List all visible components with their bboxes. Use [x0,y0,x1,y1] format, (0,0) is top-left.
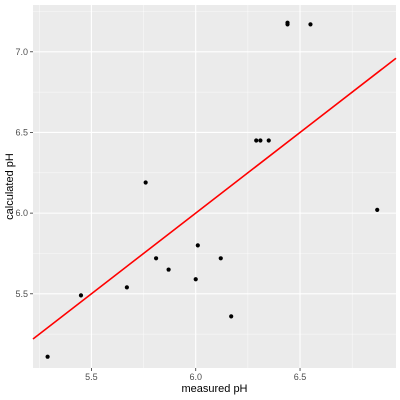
data-point [195,243,200,248]
y-tick-label: 6.5 [15,127,28,137]
data-point [285,20,290,25]
y-tick-label: 6.0 [15,208,28,218]
data-point [45,354,50,359]
reference-line [32,57,397,340]
reference-lines [32,57,397,340]
y-tick-label: 5.5 [15,289,28,299]
gridlines [33,5,396,368]
data-point [193,277,198,282]
x-axis-title: measured pH [181,383,247,395]
data-point [254,138,259,143]
data-point [166,267,171,272]
data-points [45,20,380,359]
data-point [218,256,223,261]
y-axis-title: calculated pH [4,153,16,220]
data-point [308,22,313,27]
y-tick-label: 7.0 [15,47,28,57]
axis-ticks: 5.5 6.0 6.5 5.5 6.0 6.5 7.0 [15,47,306,382]
data-point [258,138,263,143]
data-point [143,180,148,185]
x-tick-label: 6.0 [189,372,202,382]
data-point [375,207,380,212]
plot-panel [33,5,396,368]
x-tick-label: 6.5 [294,372,307,382]
x-tick-label: 5.5 [85,372,98,382]
data-point [229,314,234,319]
data-point [266,138,271,143]
data-point [124,285,129,290]
data-point [153,256,159,261]
data-point [78,293,84,298]
